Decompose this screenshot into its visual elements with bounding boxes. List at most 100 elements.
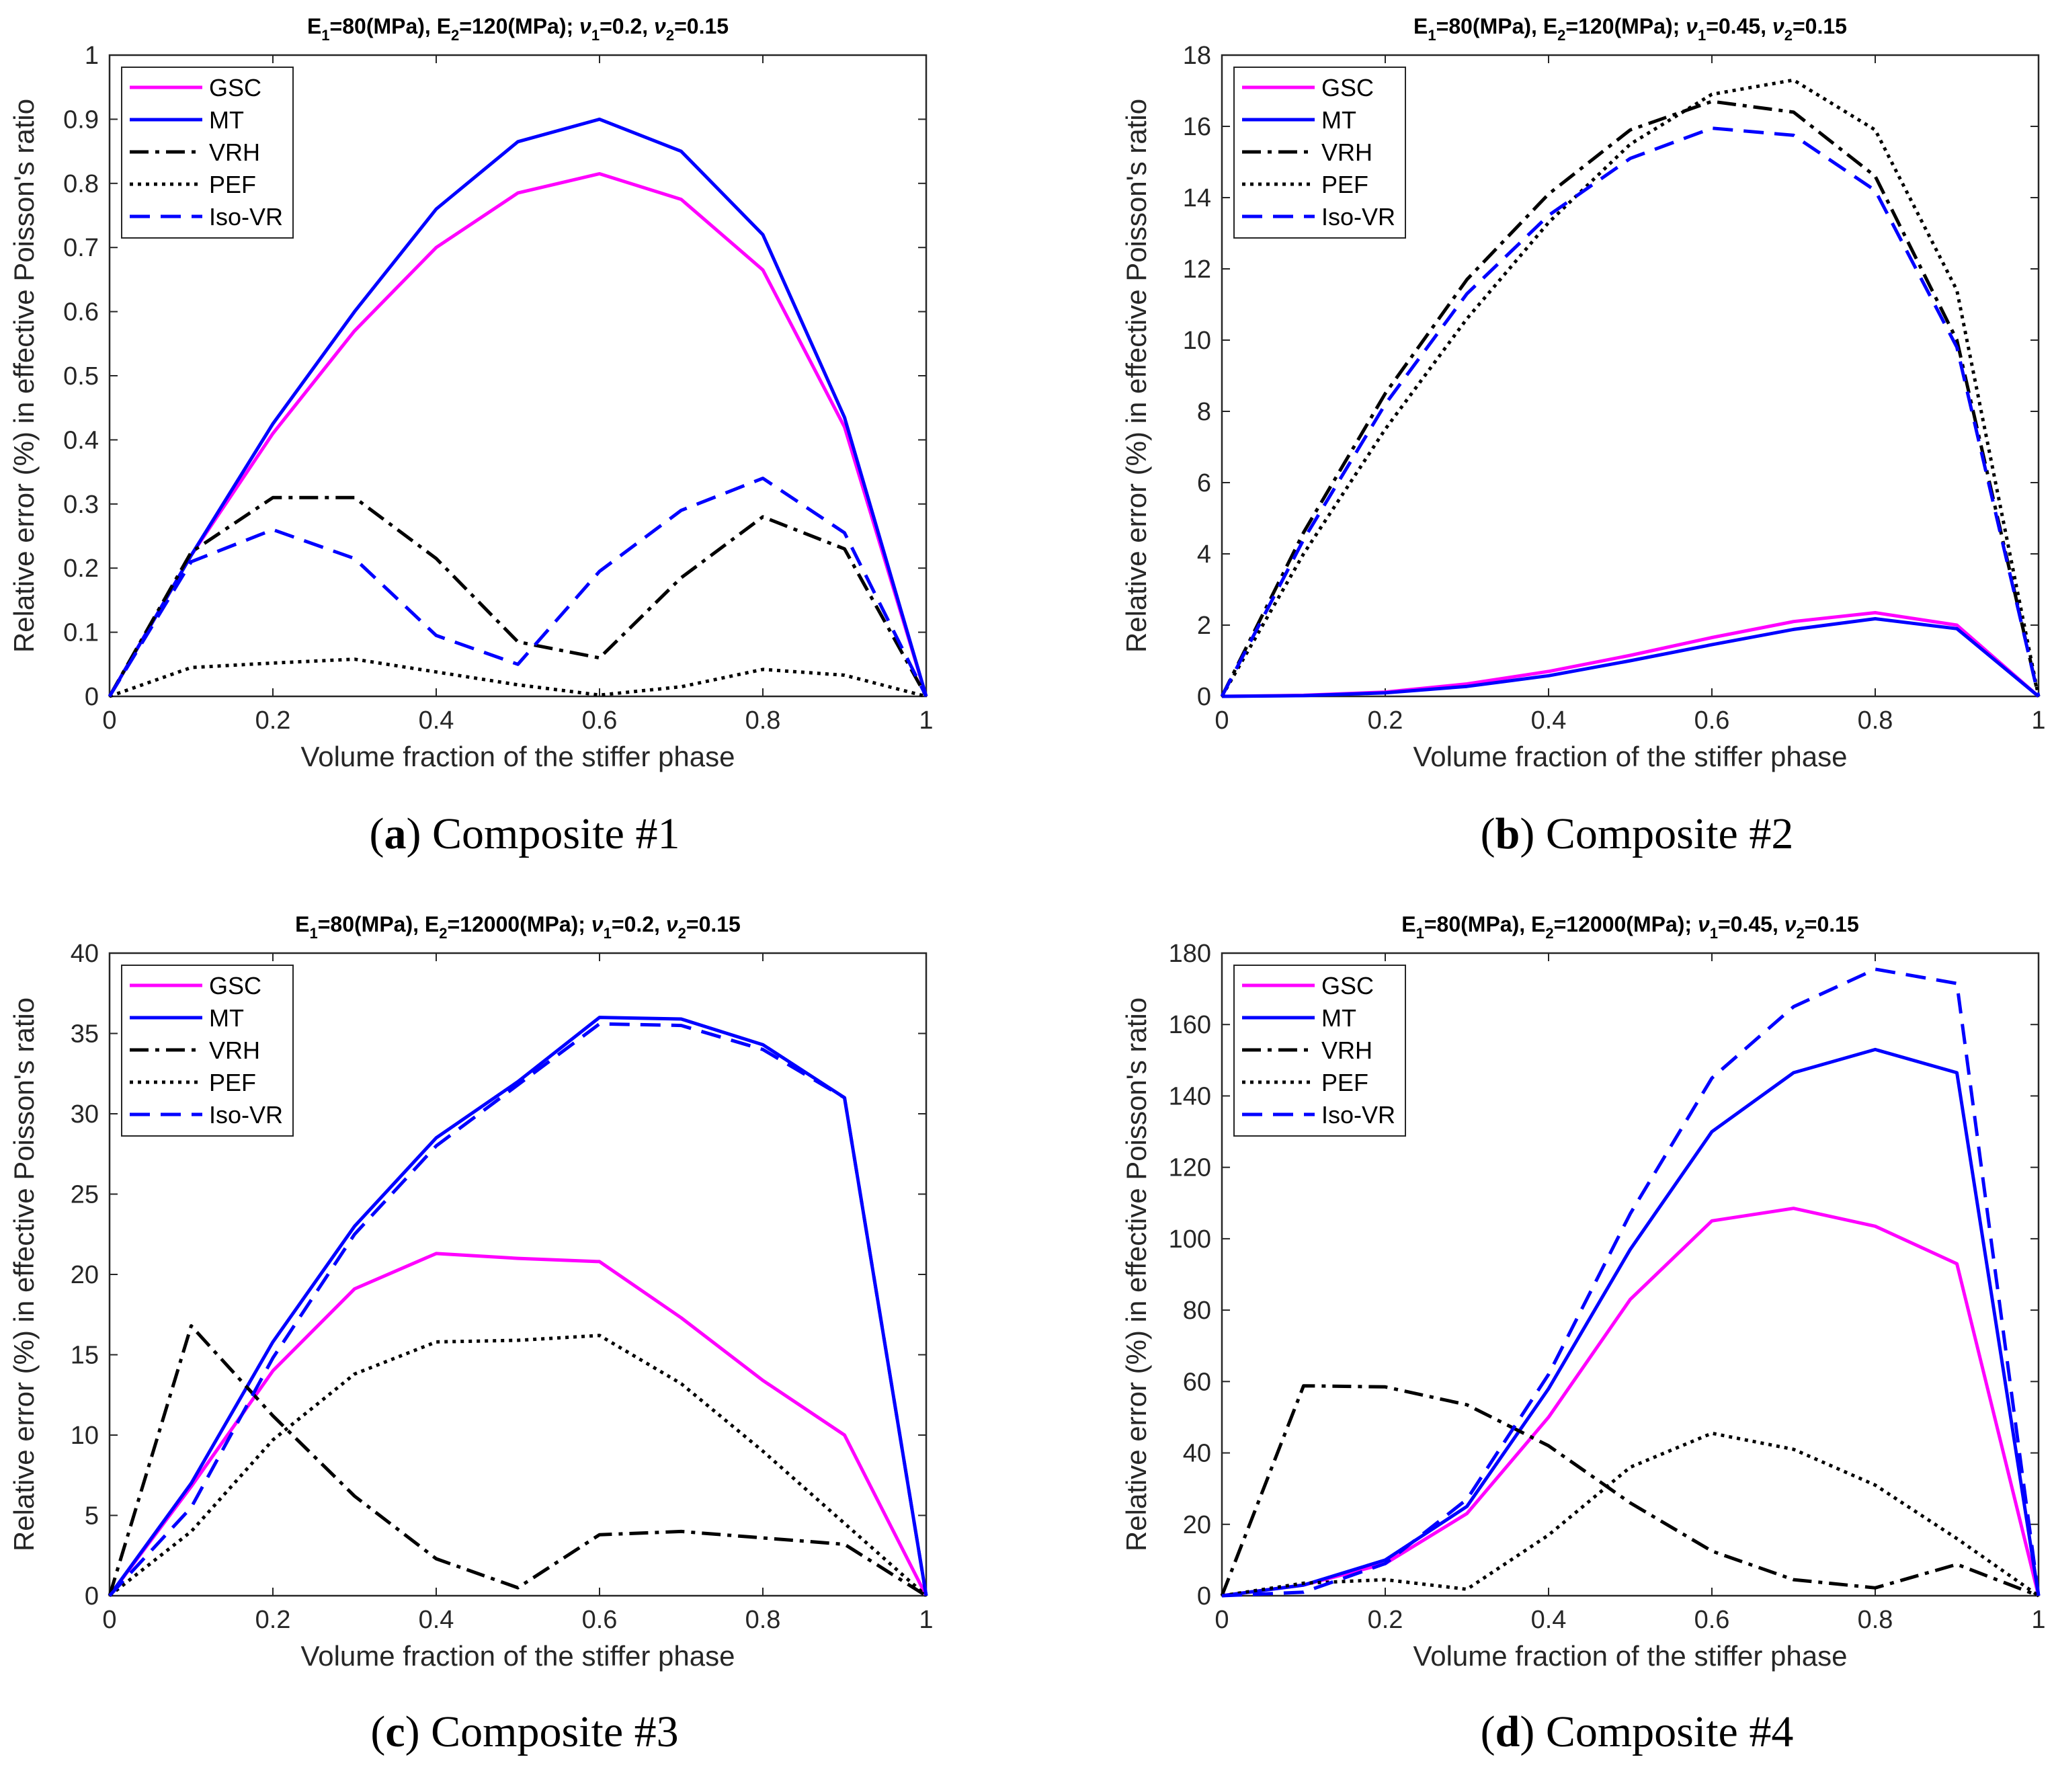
y-tick-label: 16 xyxy=(1183,113,1211,141)
title-n2-sub: 2 xyxy=(666,27,674,44)
series-line-vrh xyxy=(108,495,928,698)
x-tick-label: 1 xyxy=(2031,1606,2045,1634)
y-tick-label: 30 xyxy=(71,1100,99,1129)
x-tick-label: 1 xyxy=(919,706,933,735)
panel-d: 0 0.2 0.4 0.6 0.8 1 0 20 40 60 80 100 120 140 160 180 Vo… xyxy=(1120,912,2046,1756)
title-e2-sub: 2 xyxy=(1557,27,1565,44)
y-tick-label: 2 xyxy=(1197,612,1211,640)
x-tick-label: 0.4 xyxy=(1531,1606,1567,1634)
title-n1-val: =0.45, xyxy=(1706,14,1772,38)
title-n2-sub: 2 xyxy=(678,925,686,942)
x-tick-label: 0.2 xyxy=(1368,706,1403,735)
series-line-mt xyxy=(108,1016,928,1597)
y-tick-label: 0 xyxy=(1197,683,1211,711)
title-e1-val: =80(MPa), xyxy=(330,14,437,38)
title-n1-sub: 1 xyxy=(591,27,600,44)
caption-close-paren: ) xyxy=(406,809,432,858)
caption-open-paren: ( xyxy=(370,809,384,858)
series-line-vrh xyxy=(1220,1384,2039,1598)
panel-caption: (d) Composite #4 xyxy=(1481,1707,1794,1756)
series-line-gsc xyxy=(1221,1207,2041,1598)
y-tick-label: 0 xyxy=(85,1582,99,1611)
y-tick-label: 120 xyxy=(1169,1154,1211,1182)
y-tick-label: 15 xyxy=(71,1342,99,1370)
title-n1: ν xyxy=(1686,14,1698,38)
legend-label: Iso-VR xyxy=(209,1101,283,1129)
y-tick-label: 0.8 xyxy=(63,170,99,198)
title-e1-sub: 1 xyxy=(321,27,329,44)
caption-open-paren: ( xyxy=(1481,809,1495,858)
y-tick-label: 0 xyxy=(1197,1582,1211,1611)
y-tick-label: 0.5 xyxy=(63,362,99,391)
legend-label: Iso-VR xyxy=(209,203,283,231)
title-n2-sub: 2 xyxy=(1797,925,1805,942)
y-tick-label: 6 xyxy=(1197,469,1211,497)
title-n1: ν xyxy=(591,912,604,936)
caption-close-paren: ) xyxy=(1520,1707,1545,1756)
chart-title: E1=80(MPa), E2=12000(MPa); ν1=0.45, ν2=0… xyxy=(1401,912,1859,942)
y-tick-label: 8 xyxy=(1197,398,1211,426)
legend: GSC MT VRH PEF Iso-VR xyxy=(121,67,294,239)
legend-label: VRH xyxy=(209,138,260,166)
x-tick-label: 0 xyxy=(102,1606,116,1634)
x-tick-label: 0.4 xyxy=(419,1606,454,1634)
title-e2-sub: 2 xyxy=(451,27,459,44)
title-n1-sub: 1 xyxy=(604,925,612,942)
caption-close-paren: ) xyxy=(1520,809,1545,858)
legend-label: GSC xyxy=(209,74,261,101)
x-tick-label: 0.2 xyxy=(1368,1606,1403,1634)
title-e1: E xyxy=(295,912,309,936)
series-line-iso-vr xyxy=(1221,967,2041,1598)
title-n1-val: =0.2, xyxy=(600,14,654,38)
y-axis-label: Relative error (%) in effective Poisson'… xyxy=(8,99,40,653)
x-tick-label: 0.6 xyxy=(1694,706,1730,735)
title-e1: E xyxy=(307,14,321,38)
y-tick-label: 4 xyxy=(1197,540,1211,569)
title-e2-sub: 2 xyxy=(1545,925,1553,942)
series-line-gsc xyxy=(108,172,928,698)
title-e1: E xyxy=(1413,14,1428,38)
y-tick-label: 0.3 xyxy=(63,491,99,519)
title-n1-val: =0.45, xyxy=(1718,912,1784,936)
legend-label: VRH xyxy=(1321,138,1372,166)
x-tick-label: 0.4 xyxy=(419,706,454,735)
x-tick-label: 0.4 xyxy=(1531,706,1567,735)
legend-label: VRH xyxy=(209,1036,260,1064)
title-e1-sub: 1 xyxy=(309,925,317,942)
legend: GSC MT VRH PEF Iso-VR xyxy=(1233,67,1406,239)
y-tick-label: 180 xyxy=(1169,940,1211,968)
y-axis-label: Relative error (%) in effective Poisson'… xyxy=(8,997,40,1551)
series-line-iso-vr xyxy=(1220,126,2041,698)
caption-open-paren: ( xyxy=(370,1707,385,1756)
y-tick-label: 160 xyxy=(1169,1011,1211,1039)
y-tick-label: 25 xyxy=(71,1181,99,1209)
title-n2-sub: 2 xyxy=(1784,27,1793,44)
series-line-mt xyxy=(108,117,928,698)
series-line-iso-vr xyxy=(108,1022,928,1597)
legend-label: PEF xyxy=(1321,1069,1368,1096)
y-tick-label: 20 xyxy=(71,1261,99,1289)
series-line-vrh xyxy=(108,1324,928,1598)
x-axis-label: Volume fraction of the stiffer phase xyxy=(1413,741,1848,772)
y-tick-label: 1 xyxy=(85,42,99,70)
legend-label: MT xyxy=(1321,106,1356,134)
legend-box xyxy=(1233,67,1406,239)
x-tick-label: 1 xyxy=(2031,706,2045,735)
title-n2: ν xyxy=(1784,912,1797,936)
y-tick-label: 5 xyxy=(85,1502,99,1531)
panel-label: c xyxy=(385,1707,405,1756)
y-tick-label: 0 xyxy=(85,683,99,711)
title-n2-val: =0.15 xyxy=(1805,912,1859,936)
legend-label: VRH xyxy=(1321,1036,1372,1064)
title-e1-val: =80(MPa), xyxy=(1436,14,1543,38)
y-tick-label: 60 xyxy=(1183,1368,1211,1396)
panel-caption: (c) Composite #3 xyxy=(370,1707,678,1756)
y-tick-label: 20 xyxy=(1183,1511,1211,1539)
legend-label: Iso-VR xyxy=(1321,203,1395,231)
legend-label: GSC xyxy=(209,972,261,1000)
y-axis-label: Relative error (%) in effective Poisson'… xyxy=(1120,99,1152,653)
caption-text: Composite #2 xyxy=(1546,809,1794,858)
legend-label: MT xyxy=(209,106,244,134)
x-tick-label: 0.6 xyxy=(582,1606,618,1634)
